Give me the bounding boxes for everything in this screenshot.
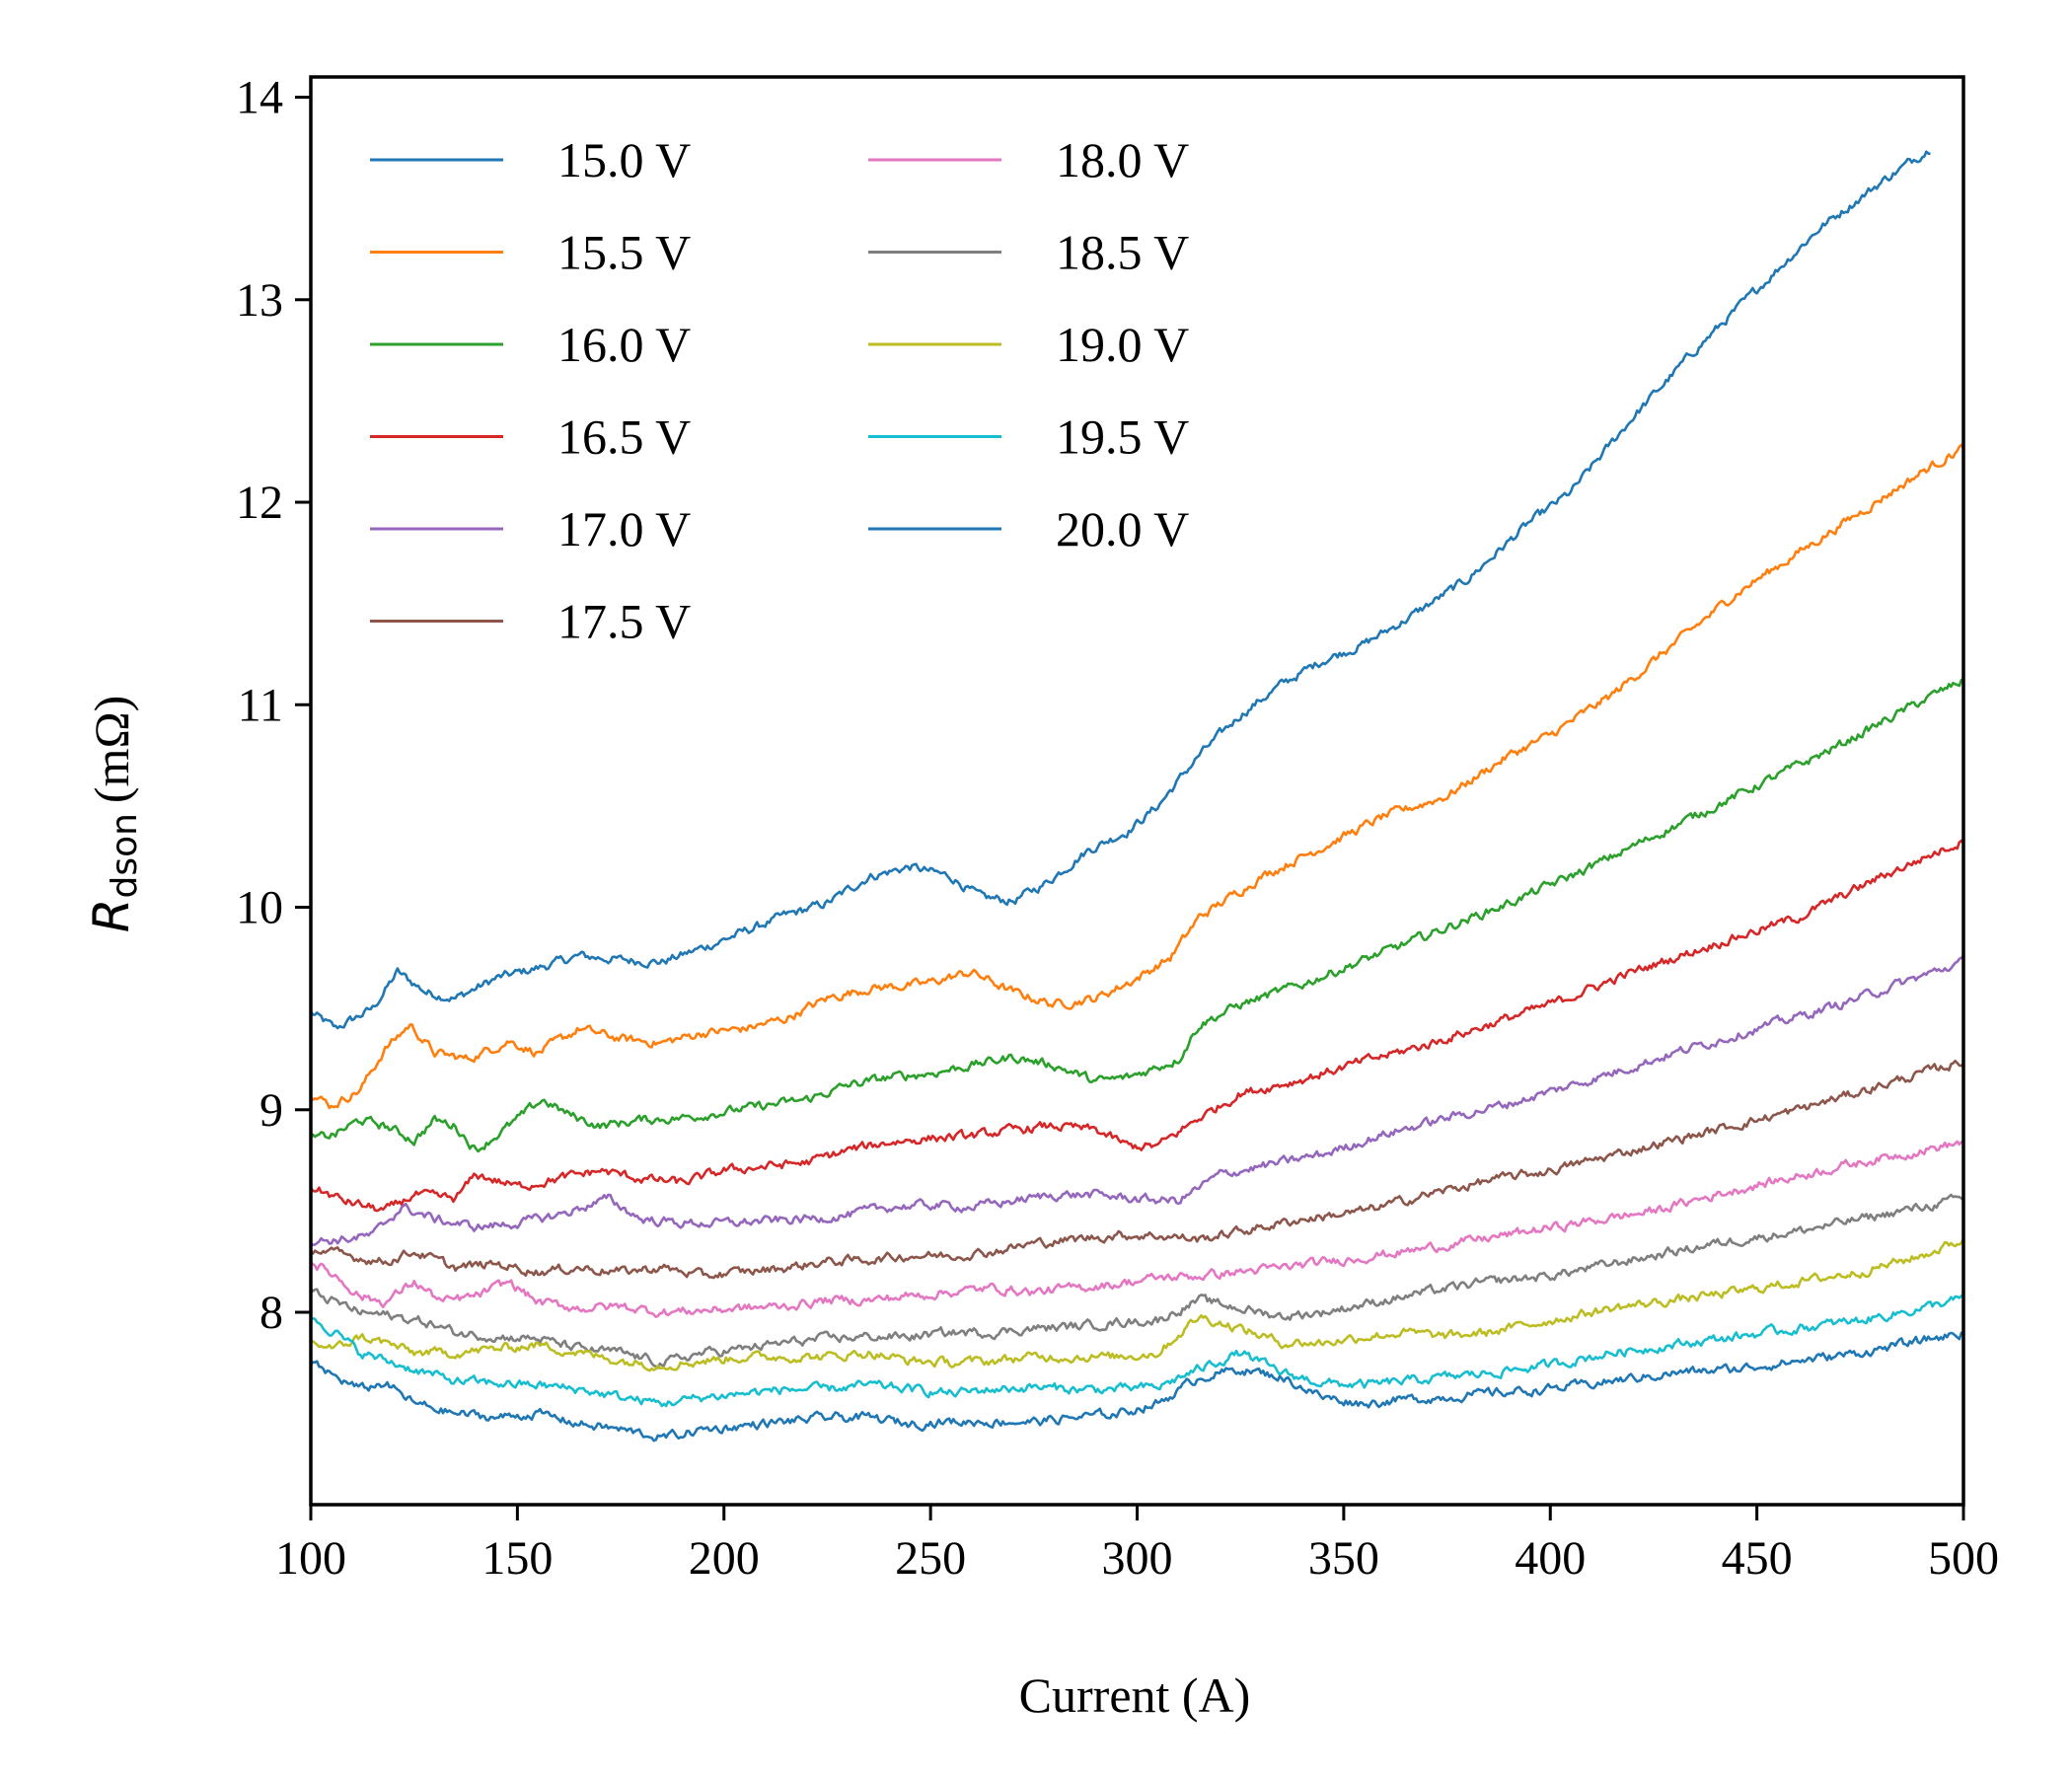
y-axis-title: Rdson (mΩ) [83, 696, 145, 933]
legend-label: 19.5 V [1056, 409, 1189, 465]
y-axis-title-subscript: dson [105, 813, 145, 898]
x-tick-label: 250 [895, 1532, 966, 1585]
legend-label: 17.5 V [557, 594, 691, 649]
y-axis-title-unit: (mΩ) [84, 696, 139, 803]
series-line-20-0-v [309, 1330, 1964, 1443]
legend-label: 18.0 V [1056, 132, 1189, 187]
y-tick-label: 8 [259, 1287, 283, 1339]
legend-label: 15.5 V [557, 225, 691, 280]
x-axis-title: Current (A) [1019, 1667, 1251, 1723]
y-tick-label: 12 [236, 477, 283, 529]
x-tick-label: 150 [481, 1532, 553, 1585]
series-line-15-5-v [309, 443, 1965, 1110]
series-line-15-0-v [309, 150, 1931, 1030]
series-line-18-0-v [309, 1140, 1964, 1318]
y-tick-label: 14 [236, 72, 283, 124]
legend-label: 16.5 V [557, 409, 691, 465]
series-line-18-5-v [310, 1193, 1964, 1369]
y-axis: 8 9 10 11 12 13 14 [236, 72, 311, 1339]
x-tick-label: 450 [1722, 1532, 1793, 1585]
series-line-17-0-v [310, 954, 1964, 1246]
series-line-19-0-v [310, 1237, 1965, 1372]
series-line-16-5-v [309, 839, 1965, 1213]
series-line-17-5-v [309, 1060, 1964, 1280]
y-tick-label: 9 [259, 1084, 283, 1137]
svg-text:Rdson(mΩ): Rdson (mΩ) [83, 696, 145, 933]
y-tick-label: 13 [236, 274, 283, 327]
legend-label: 15.0 V [557, 132, 691, 187]
series-layer [309, 150, 1965, 1443]
series-line-19-5-v [310, 1293, 1964, 1408]
x-tick-label: 200 [689, 1532, 760, 1585]
legend: 15.0 V 15.5 V 16.0 V 16.5 V 17.0 V 17.5 V 18.0… [370, 132, 1189, 649]
x-tick-label: 500 [1928, 1532, 1999, 1585]
y-tick-label: 11 [238, 679, 283, 731]
y-axis-title-symbol: R [83, 899, 140, 933]
y-tick-label: 10 [236, 882, 283, 934]
x-axis: 100 150 200 250 300 350 400 450 500 [275, 1505, 1999, 1585]
legend-label: 16.0 V [557, 317, 691, 372]
legend-label: 18.5 V [1056, 225, 1189, 280]
x-tick-label: 300 [1102, 1532, 1173, 1585]
x-tick-label: 350 [1308, 1532, 1379, 1585]
legend-label: 17.0 V [557, 501, 691, 556]
legend-label: 20.0 V [1056, 501, 1189, 556]
x-tick-label: 100 [275, 1532, 346, 1585]
x-tick-label: 400 [1515, 1532, 1586, 1585]
series-line-16-0-v [309, 678, 1964, 1153]
legend-label: 19.0 V [1056, 317, 1189, 372]
